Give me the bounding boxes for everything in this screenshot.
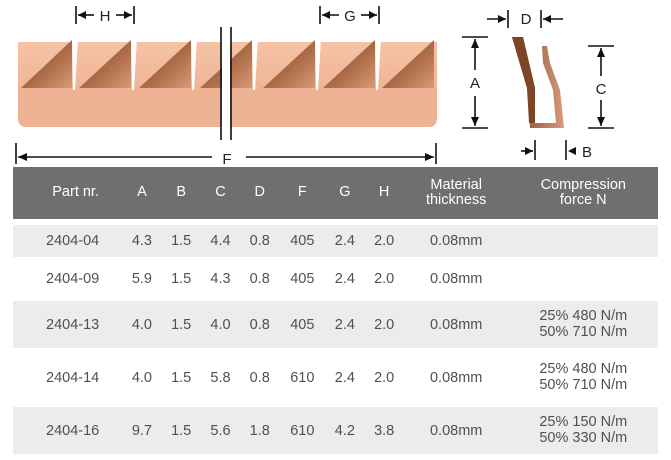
cell-g: 2.4 <box>325 263 365 295</box>
cell-b: 1.5 <box>161 354 201 401</box>
header-h: H <box>364 167 404 219</box>
cell-part: 2404-09 <box>13 263 123 295</box>
cell-h: 2.0 <box>364 354 404 401</box>
table-row: 2404-13 4.0 1.5 4.0 0.8 405 2.4 2.0 0.08mm 25% 48… <box>13 301 658 348</box>
dimension-f <box>15 143 437 164</box>
finger-tooth <box>263 40 315 88</box>
cell-thickness: 0.08mm <box>403 354 509 401</box>
cell-force <box>508 225 658 257</box>
finger-tooth <box>382 40 434 88</box>
spec-table: Part nr. A B C D F G H Material thicknes… <box>13 161 658 460</box>
finger-slot <box>72 38 78 90</box>
finger-tooth <box>323 40 375 88</box>
finger-tooth <box>79 40 131 88</box>
header-g: G <box>325 167 365 219</box>
cell-a: 4.0 <box>122 354 162 401</box>
header-b: B <box>161 167 201 219</box>
header-f: F <box>279 167 326 219</box>
cell-f: 405 <box>279 263 326 295</box>
cell-d: 0.8 <box>240 263 280 295</box>
label-c: C <box>596 81 607 98</box>
cell-part: 2404-16 <box>13 407 123 454</box>
dimension-b <box>521 140 576 160</box>
table-row: 2404-16 9.7 1.5 5.6 1.8 610 4.2 3.8 0.08mm 25% 15… <box>13 407 658 454</box>
label-a: A <box>470 75 480 92</box>
cell-force <box>508 263 658 295</box>
cell-f: 405 <box>279 225 326 257</box>
header-part-nr: Part nr. <box>13 167 123 219</box>
cell-thickness: 0.08mm <box>403 301 509 348</box>
cell-thickness: 0.08mm <box>403 407 509 454</box>
cell-c: 4.4 <box>200 225 241 257</box>
cell-b: 1.5 <box>161 407 201 454</box>
cell-b: 1.5 <box>161 301 201 348</box>
cell-d: 0.8 <box>240 354 280 401</box>
finger-slot <box>375 38 381 90</box>
cell-h: 2.0 <box>364 301 404 348</box>
table-header-row: Part nr. A B C D F G H Material thicknes… <box>13 167 658 219</box>
label-d: D <box>521 11 532 28</box>
cell-h: 2.0 <box>364 225 404 257</box>
cell-part: 2404-13 <box>13 301 123 348</box>
cell-d: 0.8 <box>240 301 280 348</box>
cell-part: 2404-04 <box>13 225 123 257</box>
table-row: 2404-04 4.3 1.5 4.4 0.8 405 2.4 2.0 0.08mm <box>13 225 658 257</box>
cell-d: 1.8 <box>240 407 280 454</box>
cell-c: 5.6 <box>200 407 241 454</box>
cell-c: 4.3 <box>200 263 241 295</box>
header-d: D <box>240 167 280 219</box>
header-material-thickness: Material thickness <box>403 167 509 219</box>
cell-g: 2.4 <box>325 225 365 257</box>
dimension-c <box>588 45 614 129</box>
cell-h: 3.8 <box>364 407 404 454</box>
cell-f: 610 <box>279 407 326 454</box>
cell-b: 1.5 <box>161 225 201 257</box>
cell-g: 2.4 <box>325 354 365 401</box>
cell-f: 405 <box>279 301 326 348</box>
finger-slot <box>191 38 197 90</box>
cell-c: 5.8 <box>200 354 241 401</box>
cell-h: 2.0 <box>364 263 404 295</box>
table-row: 2404-09 5.9 1.5 4.3 0.8 405 2.4 2.0 0.08mm <box>13 263 658 295</box>
dimension-a <box>462 36 488 129</box>
gasket-dimension-diagram: H G F D A <box>15 6 614 168</box>
finger-slot <box>315 38 321 90</box>
header-a: A <box>122 167 162 219</box>
cell-a: 4.0 <box>122 301 162 348</box>
finger-tooth <box>139 40 191 88</box>
gasket-profile <box>512 37 564 128</box>
header-c: C <box>200 167 241 219</box>
finger-teeth <box>21 38 434 90</box>
finger-slot <box>252 38 258 90</box>
cell-thickness: 0.08mm <box>403 225 509 257</box>
cell-part: 2404-14 <box>13 354 123 401</box>
finger-slot <box>131 38 137 90</box>
label-h: H <box>100 8 111 25</box>
cell-b: 1.5 <box>161 263 201 295</box>
cell-thickness: 0.08mm <box>403 263 509 295</box>
dimension-d <box>487 10 563 28</box>
cell-c: 4.0 <box>200 301 241 348</box>
cell-force: 25% 480 N/m 50% 710 N/m <box>508 301 658 348</box>
dimension-g <box>319 6 380 24</box>
label-f: F <box>222 151 231 168</box>
cell-a: 5.9 <box>122 263 162 295</box>
cell-g: 4.2 <box>325 407 365 454</box>
header-compression-force: Compression force N <box>508 167 658 219</box>
table-row: 2404-14 4.0 1.5 5.8 0.8 610 2.4 2.0 0.08mm 25% 48… <box>13 354 658 401</box>
cell-force: 25% 480 N/m 50% 710 N/m <box>508 354 658 401</box>
cell-g: 2.4 <box>325 301 365 348</box>
cell-a: 9.7 <box>122 407 162 454</box>
label-b: B <box>582 144 592 161</box>
cell-f: 610 <box>279 354 326 401</box>
label-g: G <box>344 8 356 25</box>
cell-force: 25% 150 N/m 50% 330 N/m <box>508 407 658 454</box>
dimension-h <box>75 6 135 24</box>
cell-d: 0.8 <box>240 225 280 257</box>
finger-tooth <box>21 40 72 88</box>
cell-a: 4.3 <box>122 225 162 257</box>
